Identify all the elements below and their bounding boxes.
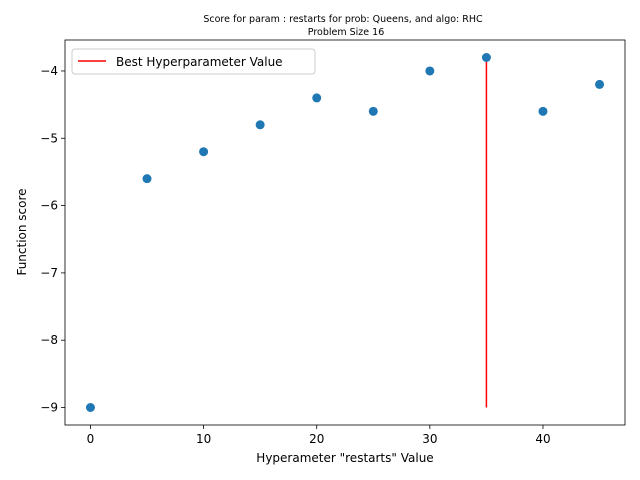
legend-box: [71, 48, 316, 75]
data-point: [538, 106, 548, 116]
x-tick-label: 20: [309, 432, 324, 446]
x-tick-label: 0: [87, 432, 95, 446]
x-tick-label: 10: [196, 432, 211, 446]
x-tick-label: 30: [422, 432, 437, 446]
y-tick-label: −6: [40, 199, 58, 213]
y-tick-label: −5: [40, 131, 58, 145]
data-point: [199, 147, 209, 157]
x-axis-ticks: 0 10 20 30 40: [87, 425, 551, 446]
legend: Best Hyperparameter Value: [71, 48, 316, 75]
y-axis-ticks: −9 −8 −7 −6 −5 −4: [40, 64, 65, 415]
data-point: [142, 174, 152, 184]
y-axis-label: Function score: [15, 188, 29, 275]
data-point: [368, 106, 378, 116]
y-tick-label: −7: [40, 266, 58, 280]
x-tick-label: 40: [535, 432, 550, 446]
chart-subtitle: Problem Size 16: [308, 27, 384, 38]
chart-title: Score for param : restarts for prob: Que…: [203, 14, 483, 25]
data-point: [481, 53, 491, 62]
x-axis-label: Hyperameter "restarts" Value: [256, 451, 433, 465]
data-point: [425, 66, 435, 76]
data-point: [312, 93, 322, 103]
y-tick-label: −9: [40, 401, 58, 415]
plot-area: [85, 53, 605, 412]
axes-frame: [64, 39, 626, 426]
data-point: [85, 403, 95, 412]
data-point: [255, 120, 265, 130]
y-tick-label: −8: [40, 333, 58, 347]
y-tick-label: −4: [40, 64, 58, 78]
legend-label-best-line: Best Hyperparameter Value: [116, 55, 283, 69]
data-point: [595, 79, 605, 89]
